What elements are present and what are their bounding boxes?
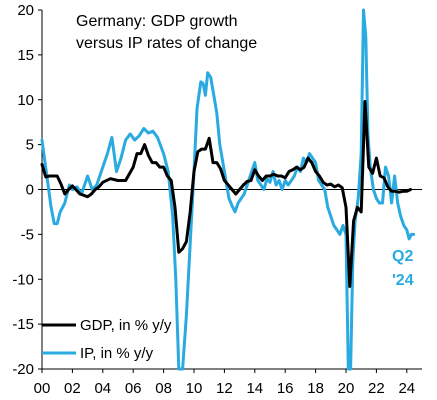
y-tick-label: 15 bbox=[17, 47, 34, 64]
x-tick-label: 10 bbox=[186, 380, 203, 397]
x-tick-label: 08 bbox=[155, 380, 172, 397]
legend-label-ip: IP, in % y/y bbox=[80, 345, 154, 362]
x-tick-label: 22 bbox=[368, 380, 385, 397]
x-tick-label: 18 bbox=[307, 380, 324, 397]
y-tick-label: -20 bbox=[12, 361, 34, 378]
x-tick-label: 20 bbox=[338, 380, 355, 397]
series-line-gdp bbox=[40, 100, 413, 288]
y-tick-label: -10 bbox=[12, 271, 34, 288]
x-tick-label: 02 bbox=[64, 380, 81, 397]
axes: -20 -15 -10 -5 0 5 10 15 20 00 02 04 06 08 10 12 14 16 18 2… bbox=[12, 2, 422, 397]
chart-title: Germany: GDP growth versus IP rates of c… bbox=[76, 13, 257, 52]
x-tick-label: 00 bbox=[34, 380, 51, 397]
y-tick-label: 5 bbox=[26, 137, 34, 154]
y-tick-label: -5 bbox=[21, 226, 34, 243]
y-tick-label: 0 bbox=[26, 182, 34, 199]
x-tick-label: 12 bbox=[216, 380, 233, 397]
x-tick-label: 24 bbox=[398, 380, 415, 397]
series-layer bbox=[40, 8, 416, 371]
annotation-line-1: Q2 bbox=[392, 248, 413, 265]
annotation-line-2: '24 bbox=[392, 272, 414, 289]
chart-title-line-2: versus IP rates of change bbox=[76, 35, 257, 52]
y-tick-label: -15 bbox=[12, 316, 34, 333]
x-tick-label: 04 bbox=[94, 380, 111, 397]
legend: GDP, in % y/y IP, in % y/y bbox=[42, 317, 172, 362]
chart-title-line-1: Germany: GDP growth bbox=[76, 13, 238, 30]
y-tick-label: 10 bbox=[17, 92, 34, 109]
y-tick-label: 20 bbox=[17, 2, 34, 19]
q2-24-annotation: Q2 '24 bbox=[392, 248, 414, 289]
x-tick-label: 06 bbox=[125, 380, 142, 397]
x-tick-label: 14 bbox=[246, 380, 263, 397]
legend-label-gdp: GDP, in % y/y bbox=[80, 317, 172, 334]
series-line-ip bbox=[40, 8, 416, 371]
x-tick-label: 16 bbox=[277, 380, 294, 397]
